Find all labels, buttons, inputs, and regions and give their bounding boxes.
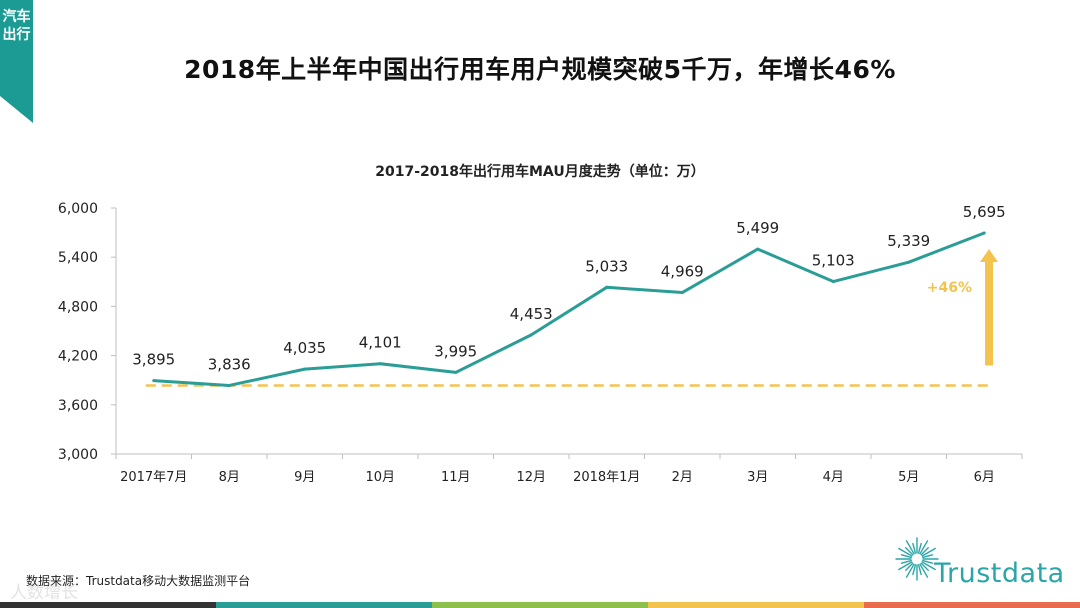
logo-ray <box>919 563 929 578</box>
bottom-bar-segment <box>432 602 648 608</box>
bottom-bar-segment <box>0 602 216 608</box>
logo-ray <box>904 562 914 572</box>
mau-series-line <box>153 231 985 387</box>
mau-data-point <box>454 370 458 374</box>
mau-data-point <box>907 260 911 264</box>
data-label: 5,499 <box>736 219 779 237</box>
y-tick-label: 4,200 <box>58 349 98 365</box>
brand-logo-text: Trustdata <box>934 558 1065 589</box>
y-tick-label: 3,600 <box>58 398 98 414</box>
x-tick-label: 8月 <box>219 470 240 485</box>
mau-data-point <box>227 383 231 387</box>
logo-ray <box>904 546 914 556</box>
x-tick-label: 6月 <box>974 470 995 485</box>
growth-arrow-head <box>980 249 998 263</box>
logo-ray <box>921 547 936 557</box>
mau-data-point <box>756 247 760 251</box>
x-tick-label: 2017年7月 <box>120 470 187 485</box>
y-tick-label: 4,800 <box>58 299 98 315</box>
source-note: 数据来源：Trustdata移动大数据监测平台 <box>26 574 251 588</box>
x-axis-ticks: 2017年7月 8月 9月 10月 11月 12月 2018年1月 2月 3月 4月 5月 6月 <box>115 454 1023 485</box>
logo-ray <box>900 554 912 559</box>
bottom-bar-segment <box>864 602 1080 608</box>
growth-annotation-label: +46% <box>927 280 972 296</box>
bottom-bar-segment <box>648 602 864 608</box>
x-tick-label: 10月 <box>365 470 395 485</box>
logo-ray <box>898 561 913 571</box>
data-label: 4,969 <box>661 263 704 281</box>
x-tick-label: 2月 <box>672 470 693 485</box>
x-tick-label: 4月 <box>823 470 844 485</box>
section-tag-label: 汽车出行 <box>2 9 31 43</box>
logo-ray <box>898 547 913 557</box>
data-label: 5,103 <box>812 252 855 270</box>
mau-data-point <box>303 367 307 371</box>
chart-title: 2017-2018年出行用车MAU月度走势（单位：万） <box>375 164 705 180</box>
logo-ray <box>920 546 930 556</box>
x-tick-label: 5月 <box>898 470 919 485</box>
data-label: 5,033 <box>585 257 628 275</box>
bottom-bar-segment <box>216 602 432 608</box>
mau-data-point <box>680 291 684 295</box>
data-label: 5,695 <box>963 203 1006 221</box>
logo-ray <box>917 542 922 554</box>
x-tick-label: 12月 <box>516 470 546 485</box>
logo-ray <box>912 542 917 554</box>
logo-ray <box>920 562 930 572</box>
growth-arrow-shaft <box>985 261 993 366</box>
growth-annotation: +46% <box>927 249 998 366</box>
data-label: 3,995 <box>434 342 477 360</box>
y-tick-label: 5,400 <box>58 250 98 266</box>
page-title: 2018年上半年中国出行用车用户规模突破5千万，年增长46% <box>184 55 896 84</box>
series-group <box>152 231 986 387</box>
logo-ray <box>905 540 915 555</box>
logo-ray <box>900 559 912 564</box>
logo-ray <box>922 559 934 564</box>
logo-ray <box>912 564 917 576</box>
data-label: 3,836 <box>208 355 251 373</box>
watermark: 人数增长 <box>10 583 78 603</box>
bottom-color-bar <box>0 602 1080 608</box>
x-tick-label: 11月 <box>441 470 471 485</box>
data-label: 5,339 <box>887 232 930 250</box>
mau-data-point <box>378 362 382 366</box>
y-tick-label: 6,000 <box>58 201 98 217</box>
y-tick-label: 3,000 <box>58 447 98 463</box>
data-label: 4,035 <box>283 339 326 357</box>
logo-ray <box>921 561 936 571</box>
logo-ray <box>905 563 915 578</box>
x-tick-label: 9月 <box>294 470 315 485</box>
mau-data-point <box>605 285 609 289</box>
mau-data-point <box>831 280 835 284</box>
data-label: 3,895 <box>132 351 175 369</box>
mau-data-point <box>529 333 533 337</box>
mau-data-point <box>982 231 986 235</box>
logo-ray <box>919 540 929 555</box>
x-tick-label: 3月 <box>747 470 768 485</box>
logo-ray <box>922 554 934 559</box>
data-labels: 3,895 3,836 4,035 4,101 3,995 4,453 5,033 4,969… <box>132 203 1005 373</box>
sunburst-logo-icon <box>895 537 939 581</box>
mau-data-point <box>152 379 156 383</box>
data-label: 4,453 <box>510 305 553 323</box>
y-axis-ticks: 3,000 3,600 4,200 4,800 5,400 6,000 <box>58 201 116 463</box>
chart-axes <box>115 208 1022 455</box>
x-tick-label: 2018年1月 <box>573 470 640 485</box>
data-label: 4,101 <box>359 334 402 352</box>
logo-ray <box>917 564 922 576</box>
